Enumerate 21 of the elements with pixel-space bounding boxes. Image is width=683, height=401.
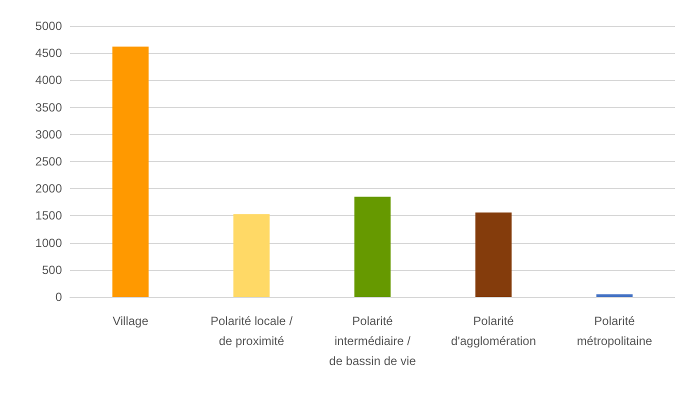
bar: [475, 212, 512, 297]
y-tick-label: 4000: [35, 73, 62, 88]
bar: [354, 196, 391, 297]
bar: [112, 46, 149, 297]
y-tick-label: 4500: [35, 46, 62, 60]
x-tick-label: Polarité métropolitaine: [576, 314, 653, 348]
y-tick-label: 500: [42, 262, 62, 277]
x-tick-label: Polarité d'agglomération: [450, 314, 536, 348]
y-tick-label: 5000: [35, 19, 62, 33]
y-tick-label: 1500: [35, 208, 62, 223]
bar: [233, 214, 270, 297]
y-tick-label: 0: [55, 290, 62, 304]
y-tick-label: 3500: [35, 100, 62, 114]
y-tick-label: 2000: [35, 182, 62, 196]
y-tick-label: 1000: [35, 236, 62, 250]
x-tick-label: Polarité locale / de proximité: [210, 314, 294, 348]
x-tick-label: Polarité intermédiaire / de bassin de vie: [329, 314, 416, 368]
y-tick-label: 2500: [35, 154, 62, 168]
bar: [596, 294, 633, 297]
x-tick-label: Village: [112, 314, 149, 328]
y-tick-label: 3000: [35, 127, 62, 142]
